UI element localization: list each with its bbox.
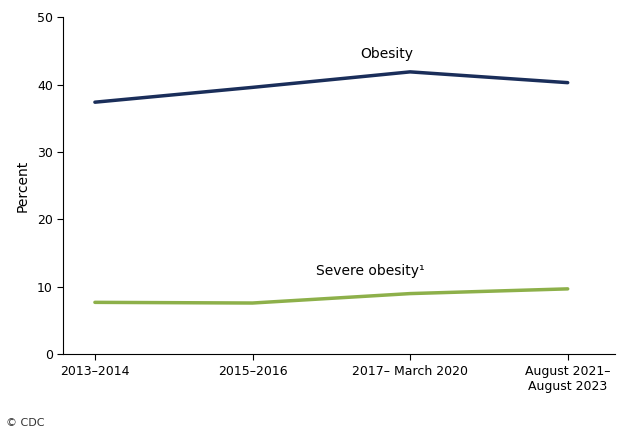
- Y-axis label: Percent: Percent: [16, 160, 30, 212]
- Text: Severe obesity¹: Severe obesity¹: [316, 264, 425, 278]
- Text: © CDC: © CDC: [6, 418, 45, 428]
- Text: Obesity: Obesity: [360, 47, 413, 61]
